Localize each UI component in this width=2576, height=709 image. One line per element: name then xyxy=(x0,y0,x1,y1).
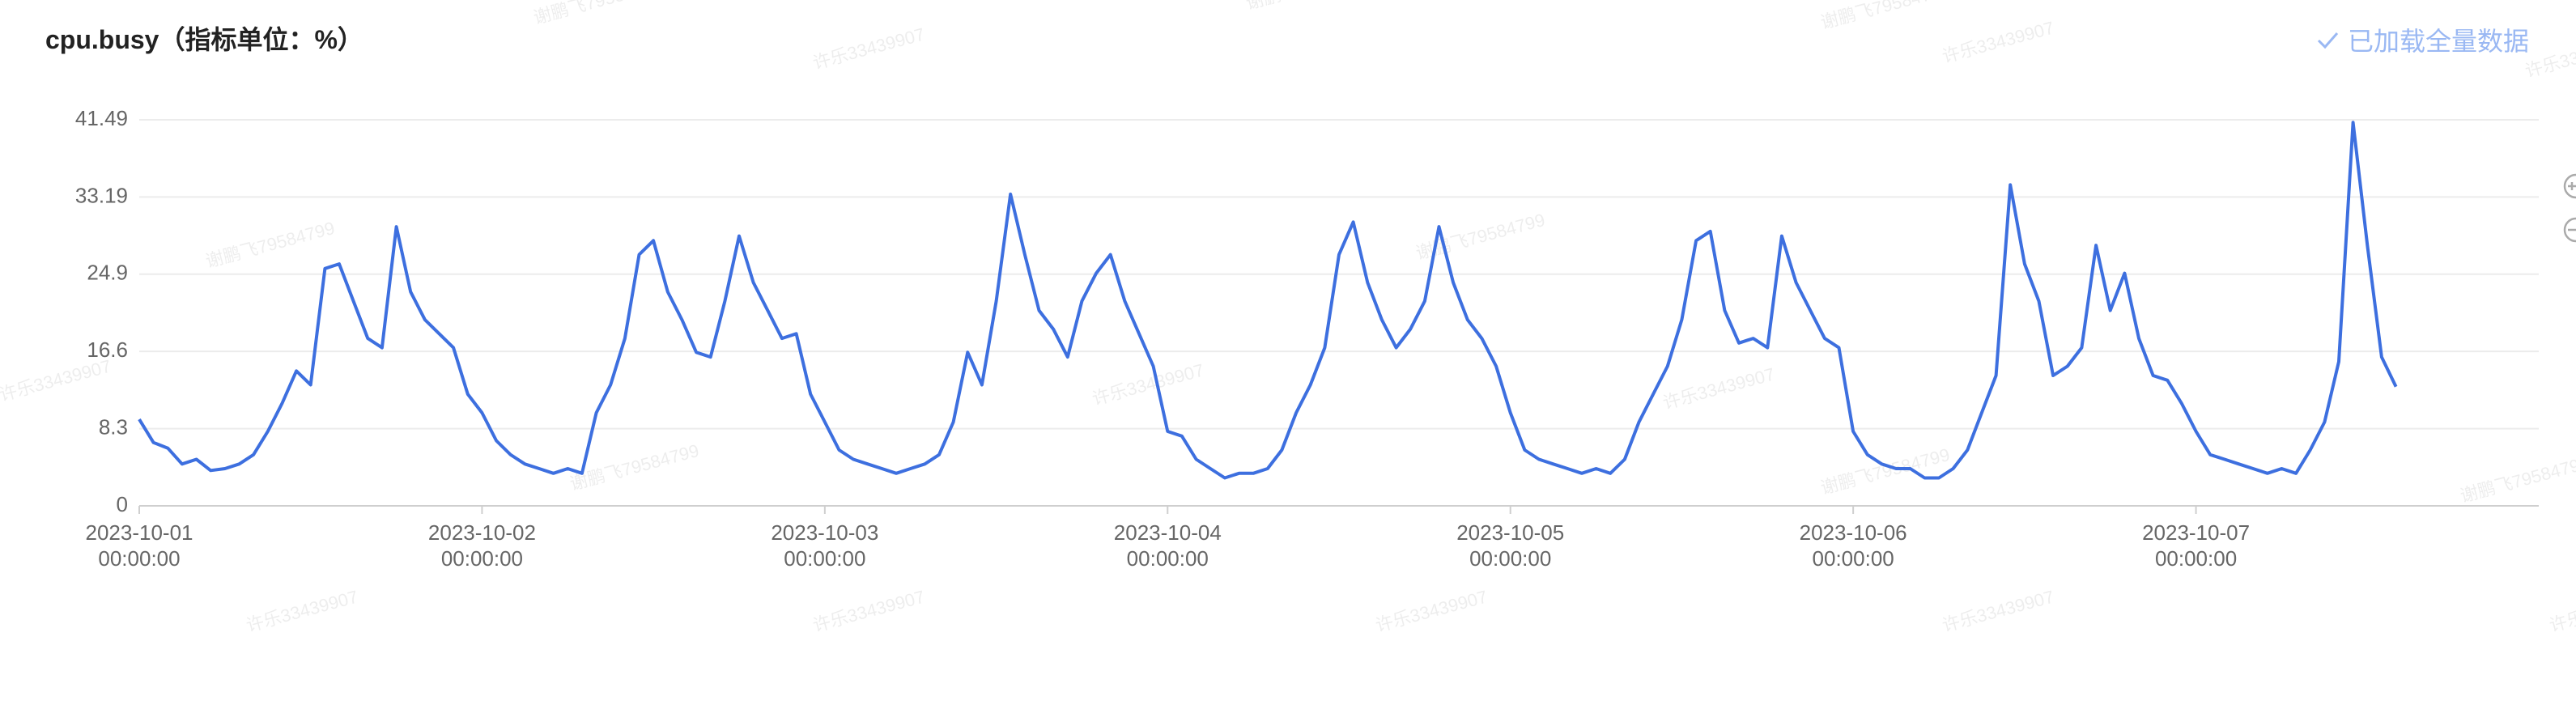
watermark: 谢鹏飞79584799 xyxy=(1818,444,1952,499)
zoom-out[interactable] xyxy=(2563,217,2576,243)
x-tick-label: 2023-10-05 00:00:00 xyxy=(1456,520,1565,571)
watermark: 许乐33439907 xyxy=(810,24,927,74)
x-tick-label: 2023-10-07 00:00:00 xyxy=(2142,520,2251,571)
zoom-controls xyxy=(2563,173,2576,243)
check-icon xyxy=(2317,32,2339,49)
watermark: 许乐33439907 xyxy=(1660,364,1777,414)
watermark: 谢鹏飞79584799 xyxy=(2458,452,2576,507)
watermark: 许乐33439907 xyxy=(810,587,927,636)
y-tick-label: 0 xyxy=(117,492,128,516)
chart-title: cpu.busy（指标单位：%） xyxy=(45,25,363,54)
watermark: 许乐33439907 xyxy=(1090,360,1206,410)
data-line xyxy=(138,121,2398,480)
watermark: 谢鹏飞79584799 xyxy=(531,0,665,28)
x-tick-label: 2023-10-02 00:00:00 xyxy=(427,520,536,571)
watermark: 谢鹏飞79584799 xyxy=(203,218,337,272)
y-tick-label: 8.3 xyxy=(99,414,128,439)
zoom-in[interactable] xyxy=(2563,173,2576,199)
watermark: 许乐33439907 xyxy=(2523,32,2576,82)
watermark: 许乐33439907 xyxy=(244,587,360,636)
x-tick-label: 2023-10-03 00:00:00 xyxy=(771,520,879,571)
watermark: 谢鹏飞79584799 xyxy=(1243,0,1377,13)
x-tick-label: 2023-10-04 00:00:00 xyxy=(1113,520,1222,571)
y-tick-label: 16.6 xyxy=(87,338,128,362)
load-status[interactable]: 已加载全量数据 xyxy=(2315,21,2529,58)
y-tick-label: 41.49 xyxy=(75,106,128,130)
x-tick-label: 2023-10-06 00:00:00 xyxy=(1799,520,1907,571)
y-tick-label: 33.19 xyxy=(75,183,128,207)
watermark: 许乐33439907 xyxy=(1940,587,2056,636)
x-tick-label: 2023-10-01 00:00:00 xyxy=(85,520,193,571)
watermark: 许乐33439907 xyxy=(1940,18,2056,67)
y-tick-label: 24.9 xyxy=(87,261,128,285)
watermark: 许乐33439907 xyxy=(0,356,113,405)
watermark: 许乐33439907 xyxy=(1373,587,1490,636)
watermark: 谢鹏飞79584799 xyxy=(1818,0,1952,32)
watermark: 许乐33439907 xyxy=(2547,587,2576,636)
status-text: 已加载全量数据 xyxy=(2347,27,2529,56)
